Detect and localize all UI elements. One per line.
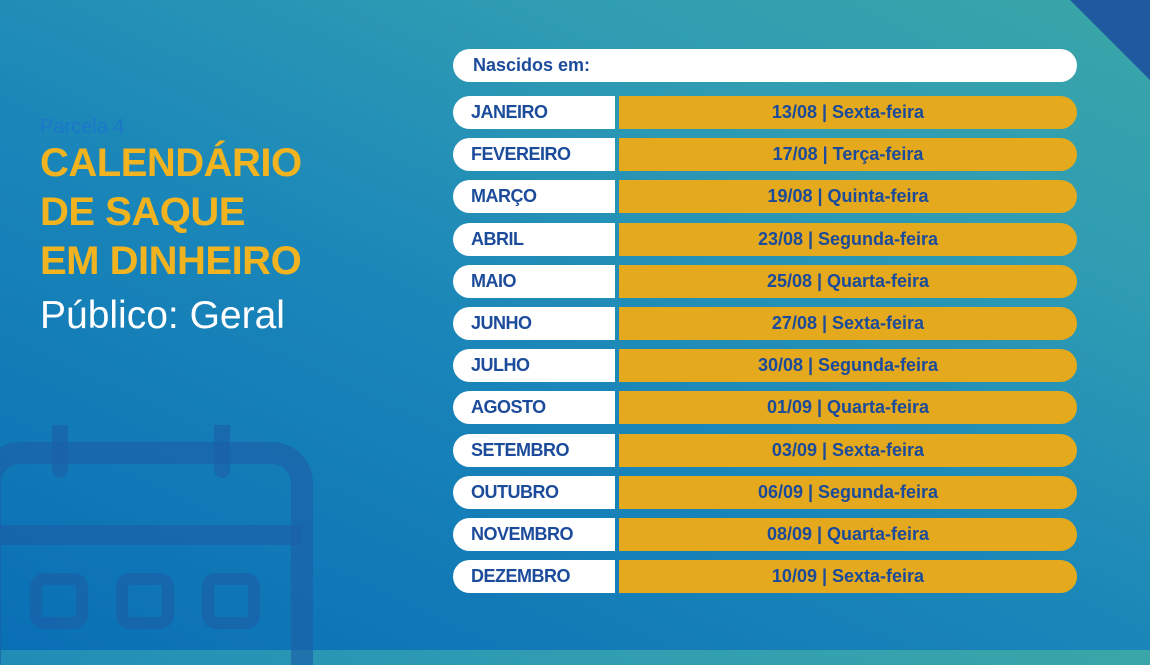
table-row: AGOSTO 01/09 | Quarta-feira: [453, 391, 1077, 425]
table-row: JANEIRO 13/08 | Sexta-feira: [453, 96, 1077, 129]
date-cell: 13/08 | Sexta-feira: [619, 96, 1077, 129]
date-cell: 27/08 | Sexta-feira: [619, 306, 1077, 340]
table-row: MARÇO 19/08 | Quinta-feira: [453, 180, 1077, 214]
month-cell: AGOSTO: [453, 391, 615, 425]
kicker-text: Parcela 4: [40, 116, 125, 138]
title-line-2: DE SAQUE: [40, 190, 245, 234]
date-cell: 06/09 | Segunda-feira: [619, 475, 1077, 509]
table-header: Nascidos em:: [453, 49, 1077, 82]
date-cell: 30/08 | Segunda-feira: [619, 349, 1077, 383]
month-cell: DEZEMBRO: [453, 560, 615, 594]
month-cell: NOVEMBRO: [453, 517, 615, 551]
month-cell: SETEMBRO: [453, 433, 615, 467]
table-row: DEZEMBRO 10/09 | Sexta-feira: [453, 560, 1077, 594]
audience-subtitle: Público: Geral: [40, 294, 285, 337]
table-row: JUNHO 27/08 | Sexta-feira: [453, 306, 1077, 340]
month-cell: JUNHO: [453, 306, 615, 340]
month-cell: OUTUBRO: [453, 475, 615, 509]
date-cell: 01/09 | Quarta-feira: [619, 391, 1077, 425]
table-row: ABRIL 23/08 | Segunda-feira: [453, 222, 1077, 256]
corner-decoration: [1070, 0, 1150, 80]
date-cell: 23/08 | Segunda-feira: [619, 222, 1077, 256]
title-line-3: EM DINHEIRO: [40, 239, 302, 283]
month-cell: JANEIRO: [453, 96, 615, 129]
table-row: SETEMBRO 03/09 | Sexta-feira: [453, 433, 1077, 467]
table-row: FEVEREIRO 17/08 | Terça-feira: [453, 138, 1077, 172]
date-cell: 03/09 | Sexta-feira: [619, 433, 1077, 467]
date-cell: 08/09 | Quarta-feira: [619, 517, 1077, 551]
table-row: OUTUBRO 06/09 | Segunda-feira: [453, 475, 1077, 509]
date-cell: 25/08 | Quarta-feira: [619, 264, 1077, 298]
month-cell: JULHO: [453, 349, 615, 383]
table-row: JULHO 30/08 | Segunda-feira: [453, 349, 1077, 383]
month-cell: MARÇO: [453, 180, 615, 214]
title-block: Parcela 4 CALENDÁRIO DE SAQUE EM DINHEIR…: [40, 115, 302, 342]
date-cell: 17/08 | Terça-feira: [619, 138, 1077, 172]
table-row: MAIO 25/08 | Quarta-feira: [453, 264, 1077, 298]
month-cell: ABRIL: [453, 222, 615, 256]
date-cell: 19/08 | Quinta-feira: [619, 180, 1077, 214]
calendar-icon: [0, 425, 313, 665]
schedule-table: JANEIRO 13/08 | Sexta-feira FEVEREIRO 17…: [453, 96, 1077, 602]
date-cell: 10/09 | Sexta-feira: [619, 560, 1077, 594]
title-line-1: CALENDÁRIO: [40, 141, 302, 185]
table-row: NOVEMBRO 08/09 | Quarta-feira: [453, 517, 1077, 551]
month-cell: MAIO: [453, 264, 615, 298]
month-cell: FEVEREIRO: [453, 138, 615, 172]
